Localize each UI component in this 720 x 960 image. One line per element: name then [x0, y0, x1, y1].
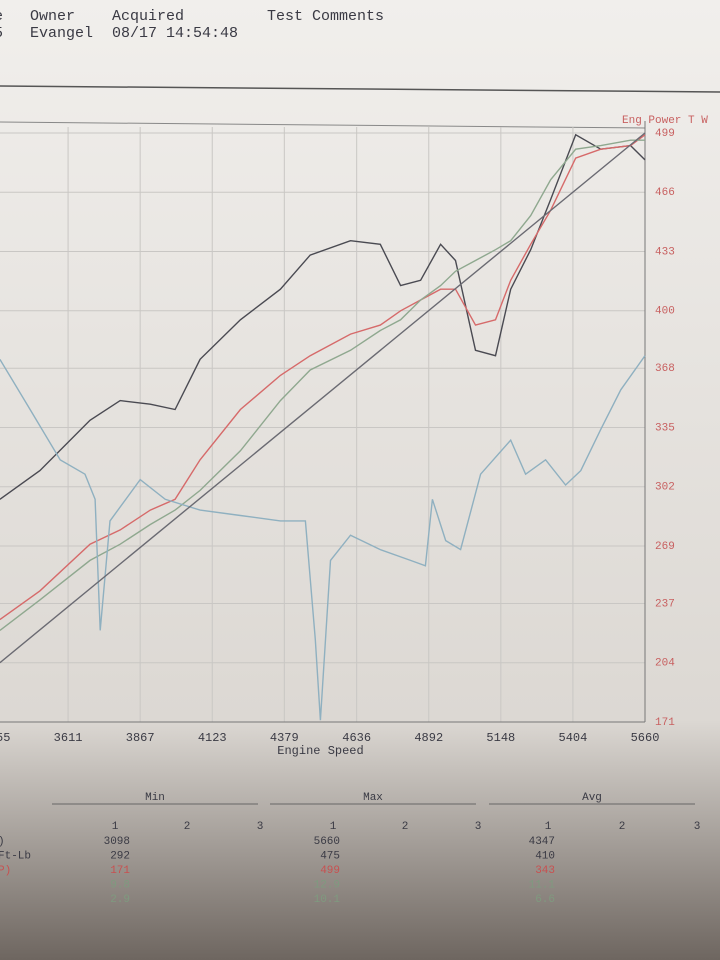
plot-top: [0, 121, 646, 129]
cell: 343: [535, 865, 555, 877]
cell: 3098: [104, 836, 130, 848]
y-axis-title: Eng Power T W: [622, 115, 708, 127]
x-tick-label: 5660: [631, 731, 660, 745]
row-label: ): [0, 836, 5, 848]
header-value: Evangel: [30, 25, 93, 42]
cell: 410: [535, 850, 555, 862]
header-rule: [0, 85, 720, 93]
x-tick-label: 4892: [414, 731, 443, 745]
column-header: 2: [402, 821, 409, 833]
y-tick-label: 466: [655, 187, 675, 199]
cell: 9.8: [110, 879, 130, 891]
series-line: [0, 132, 646, 664]
header-label: e: [0, 8, 3, 25]
y-tick-label: 237: [655, 598, 675, 610]
x-tick-label: 3355: [0, 731, 10, 745]
y-tick-label: 400: [655, 306, 675, 318]
cell: 2.9: [110, 894, 130, 906]
x-tick-label: 3611: [54, 731, 83, 745]
y-tick-label: 171: [655, 717, 675, 729]
cell: 499: [320, 865, 340, 877]
x-tick-label: 5148: [486, 731, 515, 745]
y-tick-label: 499: [655, 128, 675, 140]
column-header: 2: [184, 821, 191, 833]
cell: 4347: [529, 836, 555, 848]
y-tick-label: 335: [655, 422, 675, 434]
header-label: Acquired: [112, 8, 184, 25]
cell: 5660: [314, 836, 340, 848]
column-header: 3: [475, 821, 482, 833]
y-tick-label: 433: [655, 246, 675, 258]
x-tick-label: 4123: [198, 731, 227, 745]
header-value: 5: [0, 25, 3, 42]
column-header: 1: [330, 821, 337, 833]
group-header: Max: [363, 792, 383, 804]
column-header: 1: [545, 821, 552, 833]
cell: 6.6: [535, 894, 555, 906]
cell: 11.1: [529, 879, 556, 891]
group-header: Min: [145, 792, 165, 804]
y-tick-label: 269: [655, 541, 675, 553]
column-header: 1: [112, 821, 119, 833]
series-line: [0, 133, 646, 500]
y-tick-label: 368: [655, 363, 675, 375]
y-tick-label: 302: [655, 482, 675, 494]
column-header: 3: [694, 821, 701, 833]
header-value: 08/17 14:54:48: [112, 25, 238, 42]
cell: 475: [320, 850, 340, 862]
x-tick-label: 4379: [270, 731, 299, 745]
column-header: 3: [257, 821, 264, 833]
row-label: Ft-Lb: [0, 850, 31, 862]
series-line: [0, 355, 646, 721]
header-label: Test Comments: [267, 8, 384, 25]
cell: 12.9: [314, 879, 340, 891]
cell: 10.1: [314, 894, 341, 906]
x-axis-title: Engine Speed: [277, 744, 363, 758]
group-header: Avg: [582, 792, 602, 804]
x-tick-label: 3867: [126, 731, 155, 745]
column-header: 2: [619, 821, 626, 833]
cell: 171: [110, 865, 130, 877]
cell: 292: [110, 850, 130, 862]
x-tick-label: 4636: [342, 731, 371, 745]
header-label: Owner: [30, 8, 75, 25]
series-line: [0, 139, 645, 631]
y-tick-label: 204: [655, 658, 675, 670]
row-label: P): [0, 865, 11, 877]
x-tick-label: 5404: [559, 731, 588, 745]
